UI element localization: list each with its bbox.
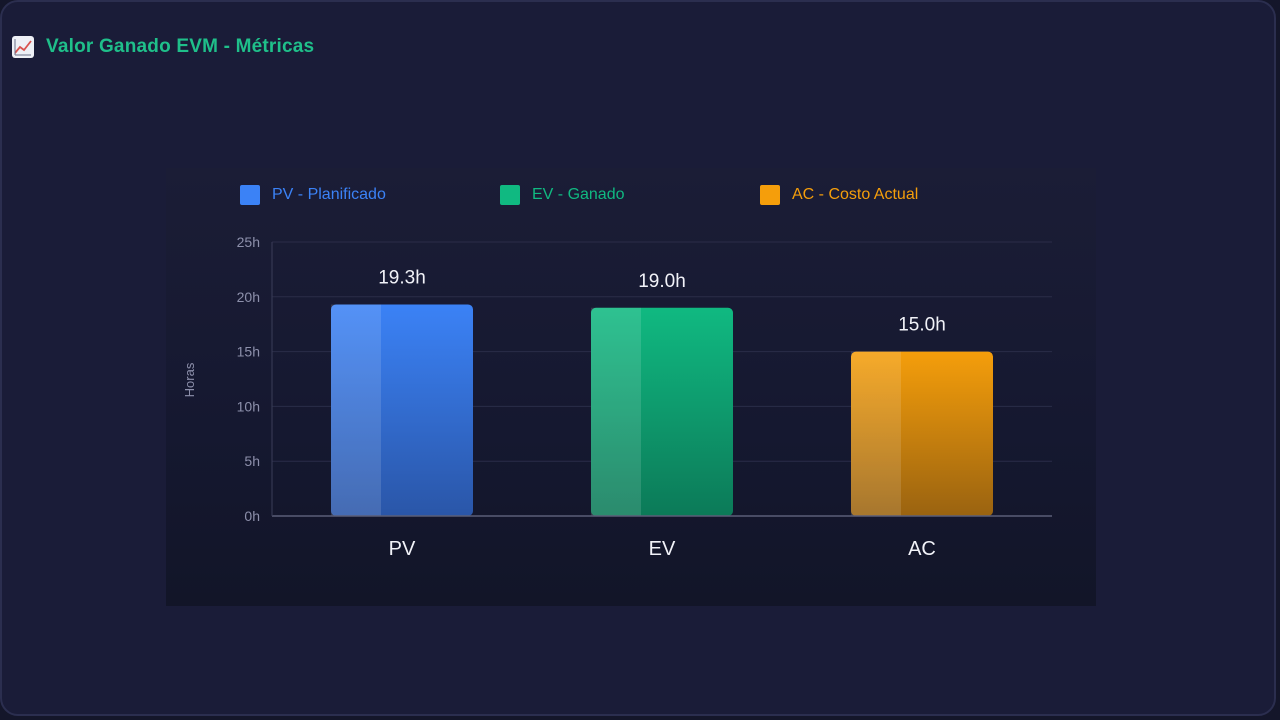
legend-item-ac[interactable]: AC - Costo Actual (760, 182, 918, 208)
y-axis-title: Horas (182, 362, 197, 397)
y-tick-label: 5h (244, 453, 260, 469)
bar-value-label: 19.3h (378, 267, 426, 288)
legend-swatch-ac (760, 185, 780, 205)
x-tick-label: EV (649, 538, 676, 560)
bar-value-label: 15.0h (898, 315, 946, 336)
chart-legend: PV - Planificado EV - Ganado AC - Costo … (240, 182, 1000, 208)
bar-pv[interactable] (331, 304, 473, 516)
bar-highlight (591, 307, 641, 516)
y-tick-label: 10h (237, 398, 260, 414)
legend-swatch-pv (240, 185, 260, 205)
legend-item-ev[interactable]: EV - Ganado (500, 182, 625, 208)
legend-swatch-ev (500, 185, 520, 205)
legend-label-ac: AC - Costo Actual (792, 186, 919, 203)
bar-highlight (851, 351, 901, 516)
bar-value-label: 19.0h (638, 271, 686, 292)
bars (331, 304, 993, 516)
legend-label-pv: PV - Planificado (272, 186, 386, 203)
panel-title: Valor Ganado EVM - Métricas (46, 36, 315, 57)
y-axis-ticks: 0h 5h 10h 15h 20h 25h (237, 234, 260, 524)
panel-header: Valor Ganado EVM - Métricas (12, 34, 314, 60)
bar-highlight (331, 304, 381, 516)
x-tick-label: AC (908, 538, 936, 560)
x-tick-label: PV (389, 538, 416, 560)
bar-labels: 19.3h PV 19.0h EV 15.0h AC (378, 267, 946, 560)
y-tick-label: 20h (237, 289, 260, 305)
legend-item-pv[interactable]: PV - Planificado (240, 182, 386, 208)
bar-ev[interactable] (591, 307, 733, 516)
chart-line-icon (12, 36, 34, 58)
y-tick-label: 15h (237, 344, 260, 360)
y-tick-label: 25h (237, 234, 260, 250)
legend-label-ev: EV - Ganado (532, 186, 625, 203)
y-tick-label: 0h (244, 508, 260, 524)
bar-ac[interactable] (851, 351, 993, 516)
